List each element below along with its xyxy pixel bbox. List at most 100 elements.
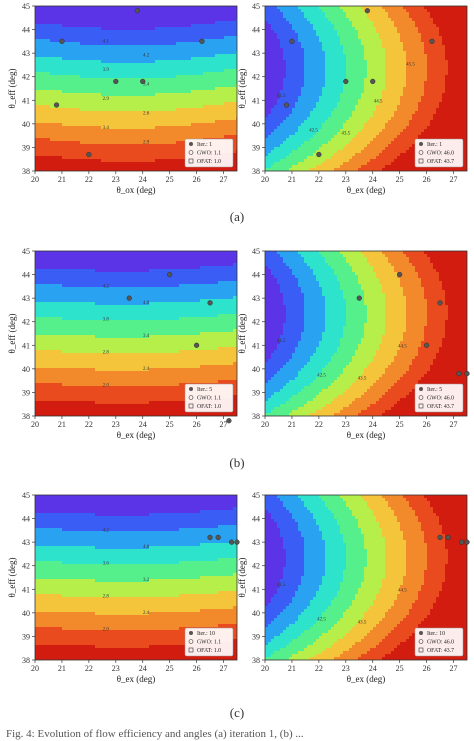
contour-band-cell	[125, 15, 129, 19]
contour-band-cell	[319, 27, 323, 31]
contour-band-cell	[107, 36, 111, 40]
contour-band-cell	[230, 117, 234, 121]
contour-band-cell	[59, 120, 63, 124]
contour-band-cell	[322, 117, 326, 121]
contour-band-cell	[68, 39, 72, 43]
contour-band-cell	[122, 72, 126, 76]
contour-band-cell	[188, 39, 192, 43]
contour-band-cell	[65, 114, 69, 118]
contour-band-cell	[104, 135, 108, 139]
contour-band-cell	[86, 45, 90, 49]
contour-band-cell	[134, 30, 138, 34]
contour-band-cell	[47, 93, 51, 97]
contour-band-cell	[113, 21, 117, 25]
contour-band-cell	[155, 159, 159, 163]
contour-band-cell	[268, 66, 272, 70]
contour-band-cell	[83, 114, 87, 118]
contour-band-cell	[194, 33, 198, 37]
contour-band-cell	[38, 138, 42, 142]
contour-band-cell	[170, 75, 174, 79]
contour-band-cell	[191, 21, 195, 25]
contour-band-cell	[62, 135, 66, 139]
contour-band-cell	[98, 81, 102, 85]
contour-band-cell	[104, 33, 108, 37]
contour-band-cell	[203, 18, 207, 22]
contour-band-cell	[128, 15, 132, 19]
contour-band-cell	[131, 36, 135, 40]
contour-band-cell	[107, 153, 111, 157]
contour-band-cell	[134, 141, 138, 145]
contour-band-cell	[298, 21, 302, 25]
contour-band-cell	[322, 45, 326, 49]
contour-band-cell	[71, 135, 75, 139]
contour-band-cell	[182, 162, 186, 166]
contour-band-cell	[295, 114, 299, 118]
contour-band-cell	[155, 30, 159, 34]
contour-band-cell	[68, 15, 72, 19]
contour-band-cell	[292, 162, 296, 166]
contour-band-cell	[167, 84, 171, 88]
contour-band-cell	[104, 117, 108, 121]
contour-band-cell	[289, 141, 293, 145]
contour-band-cell	[158, 111, 162, 115]
contour-band-cell	[113, 141, 117, 145]
contour-band-cell	[179, 75, 183, 79]
contour-band-cell	[164, 153, 168, 157]
contour-band-cell	[316, 90, 320, 94]
contour-band-cell	[191, 54, 195, 58]
contour-band-cell	[47, 150, 51, 154]
contour-band-cell	[77, 45, 81, 49]
contour-band-cell	[191, 51, 195, 55]
contour-band-cell	[98, 90, 102, 94]
contour-band-cell	[77, 108, 81, 112]
contour-band-cell	[56, 129, 60, 133]
contour-band-cell	[194, 24, 198, 28]
contour-band-cell	[128, 120, 132, 124]
contour-band-cell	[173, 66, 177, 70]
contour-band-cell	[50, 144, 54, 148]
contour-band-cell	[191, 132, 195, 136]
contour-band-cell	[304, 93, 308, 97]
contour-band-cell	[137, 111, 141, 115]
contour-band-cell	[194, 102, 198, 106]
contour-band-cell	[277, 72, 281, 76]
contour-band-cell	[224, 27, 228, 31]
contour-band-cell	[322, 153, 326, 157]
contour-fill	[265, 6, 467, 171]
contour-band-cell	[140, 27, 144, 31]
contour-band-cell	[56, 144, 60, 148]
contour-band-cell	[224, 96, 228, 100]
contour-band-cell	[98, 78, 102, 82]
contour-band-cell	[191, 57, 195, 61]
contour-band-cell	[310, 33, 314, 37]
contour-band-cell	[304, 12, 308, 16]
contour-band-cell	[116, 129, 120, 133]
contour-band-cell	[47, 45, 51, 49]
contour-band-cell	[152, 30, 156, 34]
contour-band-cell	[110, 147, 114, 151]
contour-band-cell	[89, 60, 93, 64]
contour-band-cell	[164, 9, 168, 13]
contour-band-cell	[209, 51, 213, 55]
contour-band-cell	[328, 42, 332, 46]
contour-band-cell	[50, 75, 54, 79]
contour-band-cell	[128, 39, 132, 43]
contour-band-cell	[53, 117, 57, 121]
contour-band-cell	[143, 18, 147, 22]
contour-band-cell	[265, 108, 269, 112]
contour-band-cell	[325, 15, 329, 19]
contour-band-cell	[98, 144, 102, 148]
contour-band-cell	[158, 159, 162, 163]
contour-band-cell	[179, 147, 183, 151]
contour-band-cell	[56, 99, 60, 103]
contour-band-cell	[47, 48, 51, 52]
contour-band-cell	[41, 51, 45, 55]
contour-band-cell	[74, 135, 78, 139]
contour-band-cell	[212, 63, 216, 67]
contour-band-cell	[209, 57, 213, 61]
contour-band-cell	[152, 27, 156, 31]
contour-band-cell	[110, 87, 114, 91]
contour-band-cell	[179, 21, 183, 25]
contour-band-cell	[301, 48, 305, 52]
contour-band-cell	[128, 102, 132, 106]
